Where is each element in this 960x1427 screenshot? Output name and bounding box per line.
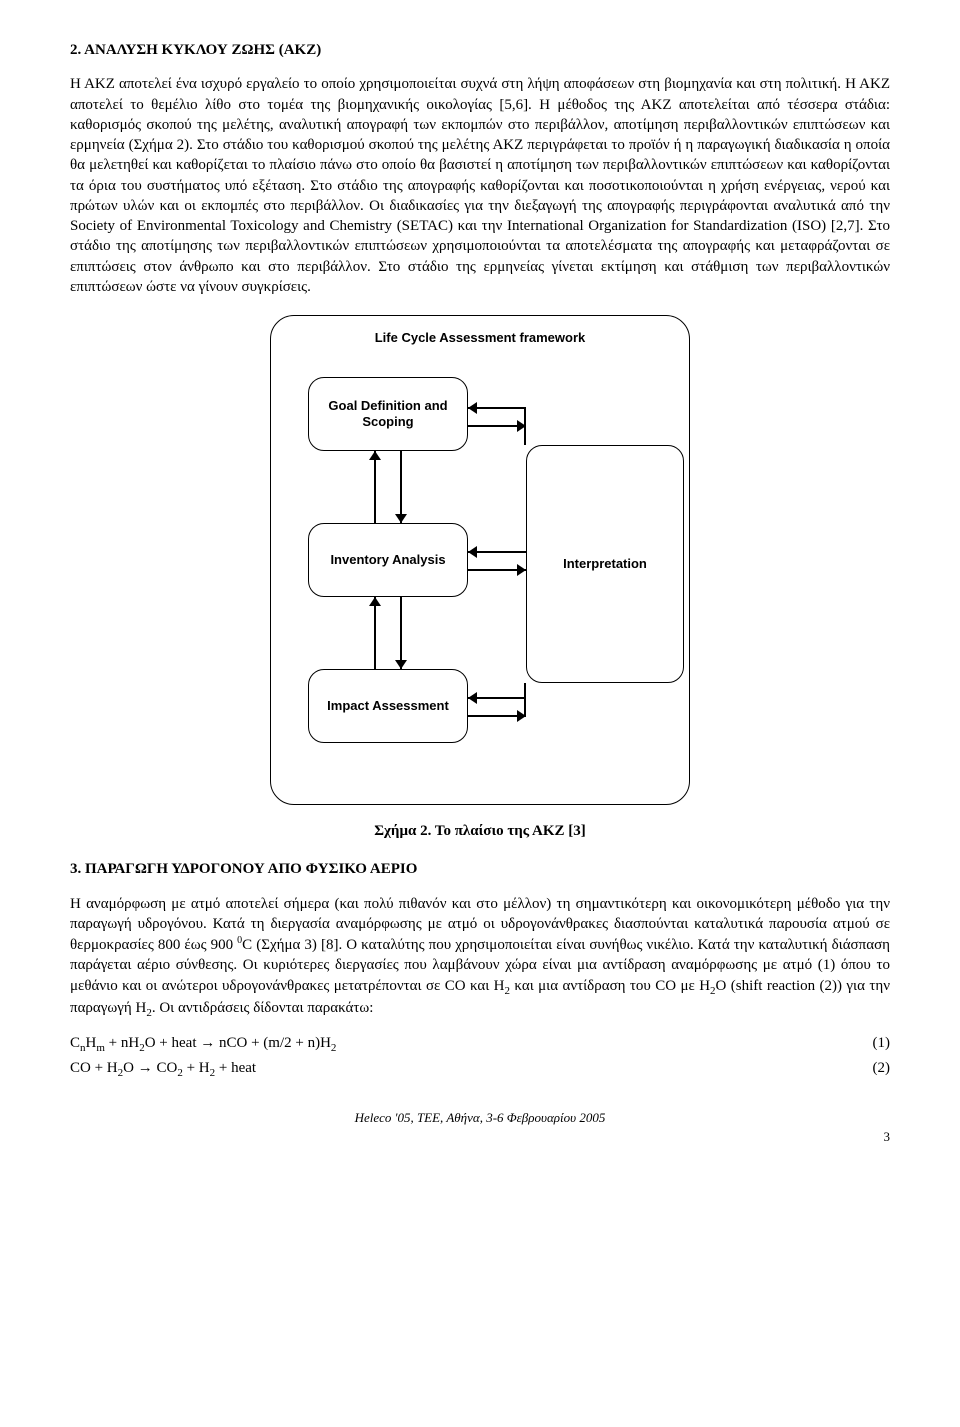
- arrow-head-up-icon: [369, 451, 381, 460]
- arrow-head-left-icon: [468, 546, 477, 558]
- arrow-line: [524, 407, 526, 445]
- section-2-heading: 2. ΑΝΑΛΥΣΗ ΚΥΚΛΟΥ ΖΩΗΣ (ΑΚΖ): [70, 40, 890, 60]
- diagram-frame-title: Life Cycle Assessment framework: [260, 329, 700, 347]
- equation-1: CnHm + nH2O + heat → nCO + (m/2 + n)H2 (…: [70, 1033, 890, 1056]
- box-impact-assessment: Impact Assessment: [308, 669, 468, 743]
- paragraph-1: Η ΑΚΖ αποτελεί ένα ισχυρό εργαλείο το οπ…: [70, 74, 890, 297]
- eq1-number: (1): [873, 1033, 891, 1056]
- para2-part3: και μια αντίδραση του CO με H: [510, 978, 710, 994]
- section-3-heading: 3. ΠΑΡΑΓΩΓΗ ΥΔΡΟΓΟΝΟΥ ΑΠΟ ΦΥΣΙΚΟ ΑΕΡΙΟ: [70, 859, 890, 879]
- arrow-head-up-icon: [369, 597, 381, 606]
- lca-diagram: Life Cycle Assessment framework Goal Def…: [260, 311, 700, 811]
- box-inv-label: Inventory Analysis: [330, 552, 445, 568]
- arrow-head-down-icon: [395, 514, 407, 523]
- box-inventory-analysis: Inventory Analysis: [308, 523, 468, 597]
- page-footer: Heleco '05, ΤΕΕ, Αθήνα, 3-6 Φεβρουαρίου …: [70, 1109, 890, 1127]
- box-impact-label: Impact Assessment: [327, 698, 449, 714]
- para2-part5: . Οι αντιδράσεις δίδονται παρακάτω:: [152, 1000, 374, 1016]
- arrow-line: [374, 451, 376, 523]
- paragraph-2: Η αναμόρφωση με ατμό αποτελεί σήμερα (κα…: [70, 894, 890, 1022]
- box-interp-label: Interpretation: [563, 556, 647, 572]
- figure-2-caption: Σχήμα 2. Το πλαίσιο της ΑΚΖ [3]: [70, 821, 890, 841]
- box-goal-scoping: Goal Definition andScoping: [308, 377, 468, 451]
- eq2-number: (2): [873, 1058, 891, 1081]
- box-interpretation: Interpretation: [526, 445, 684, 683]
- arrow-head-down-icon: [395, 660, 407, 669]
- box-goal-label: Goal Definition andScoping: [328, 398, 447, 431]
- arrow-line: [400, 597, 402, 669]
- arrow-line: [400, 451, 402, 523]
- eq2-text: CO + H2O → CO2 + H2 + heat: [70, 1058, 256, 1081]
- page-number: 3: [70, 1128, 890, 1146]
- arrow-head-left-icon: [468, 402, 477, 414]
- equation-2: CO + H2O → CO2 + H2 + heat (2): [70, 1058, 890, 1081]
- arrow-head-left-icon: [468, 692, 477, 704]
- diagram-wrapper: Life Cycle Assessment framework Goal Def…: [70, 311, 890, 811]
- arrow-line: [524, 683, 526, 717]
- equations-block: CnHm + nH2O + heat → nCO + (m/2 + n)H2 (…: [70, 1033, 890, 1081]
- arrow-line: [374, 597, 376, 669]
- eq1-text: CnHm + nH2O + heat → nCO + (m/2 + n)H2: [70, 1033, 336, 1056]
- arrow-head-right-icon: [517, 564, 526, 576]
